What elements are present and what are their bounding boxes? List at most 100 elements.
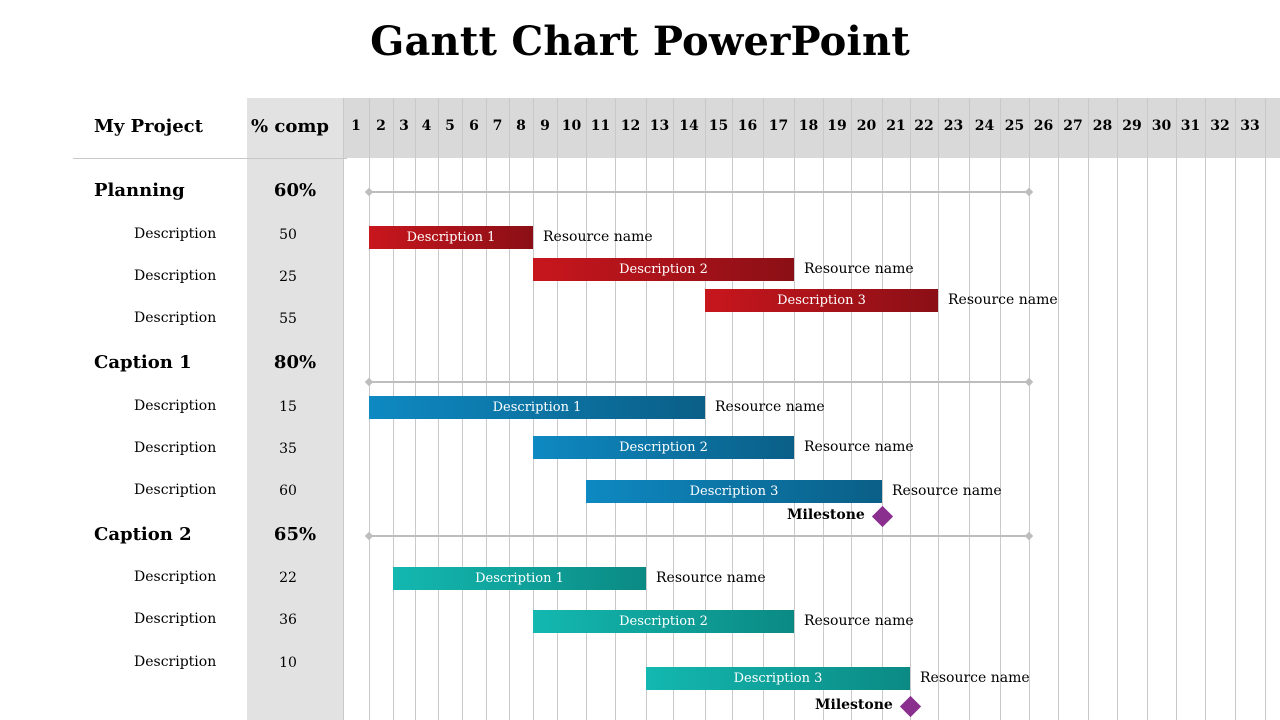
task-bar[interactable]: Description 3 xyxy=(646,667,910,690)
day-number: 17 xyxy=(768,118,789,134)
day-number: 4 xyxy=(421,118,432,134)
section-percent: 80% xyxy=(273,352,317,373)
day-number: 1 xyxy=(351,118,361,134)
timeline-header-band xyxy=(343,98,1280,158)
grid-line xyxy=(1058,98,1059,720)
task-description: Description xyxy=(134,440,217,456)
page-title: Gantt Chart PowerPoint xyxy=(370,18,910,65)
task-percent: 25 xyxy=(279,269,297,285)
task-bar[interactable]: Description 1 xyxy=(369,396,705,419)
day-number: 5 xyxy=(445,118,455,134)
grid-line xyxy=(823,98,824,720)
task-bar[interactable]: Description 2 xyxy=(533,258,794,281)
day-number: 3 xyxy=(399,118,409,134)
milestone-label: Milestone xyxy=(815,697,893,713)
task-description: Description xyxy=(134,398,217,414)
day-number: 26 xyxy=(1033,118,1054,134)
percent-column-band xyxy=(247,98,343,720)
grid-line xyxy=(1265,98,1266,720)
task-percent: 22 xyxy=(279,570,297,586)
day-number: 32 xyxy=(1210,118,1230,134)
task-percent: 50 xyxy=(279,227,297,243)
section-title: Caption 1 xyxy=(94,352,192,373)
task-description: Description xyxy=(134,310,217,326)
section-percent: 60% xyxy=(273,180,317,201)
grid-line xyxy=(732,98,733,720)
day-number: 19 xyxy=(827,118,847,134)
header-divider xyxy=(73,158,347,159)
task-percent: 10 xyxy=(279,655,297,671)
task-percent: 15 xyxy=(279,399,297,415)
day-number: 27 xyxy=(1063,118,1083,134)
task-description: Description xyxy=(134,569,217,585)
day-number: 29 xyxy=(1122,118,1142,134)
milestone-diamond-icon xyxy=(871,505,894,528)
resource-name: Resource name xyxy=(804,613,914,629)
summary-endpoint xyxy=(364,531,374,541)
task-bar[interactable]: Description 3 xyxy=(586,480,882,503)
task-description: Description xyxy=(134,654,217,670)
task-description: Description xyxy=(134,611,217,627)
day-number: 33 xyxy=(1240,118,1260,134)
grid-line xyxy=(1205,98,1206,720)
resource-name: Resource name xyxy=(920,670,1030,686)
day-number: 18 xyxy=(798,118,819,134)
resource-name: Resource name xyxy=(804,439,914,455)
task-bar[interactable]: Description 2 xyxy=(533,610,794,633)
grid-line xyxy=(1088,98,1089,720)
resource-name: Resource name xyxy=(892,483,1002,499)
task-bar[interactable]: Description 3 xyxy=(705,289,938,312)
resource-name: Resource name xyxy=(948,292,1058,308)
grid-line xyxy=(343,98,344,720)
grid-line xyxy=(1176,98,1177,720)
day-number: 25 xyxy=(1004,118,1025,134)
summary-endpoint xyxy=(1024,531,1034,541)
summary-endpoint xyxy=(364,377,374,387)
grid-line xyxy=(1117,98,1118,720)
grid-line xyxy=(851,98,852,720)
project-column-header: My Project xyxy=(94,116,203,137)
resource-name: Resource name xyxy=(543,229,653,245)
day-number: 23 xyxy=(943,118,964,134)
day-number: 6 xyxy=(469,118,479,134)
day-number: 30 xyxy=(1151,118,1172,134)
task-percent: 35 xyxy=(279,441,297,457)
grid-line xyxy=(1235,98,1236,720)
day-number: 15 xyxy=(708,118,729,134)
grid-line xyxy=(938,98,939,720)
milestone-diamond-icon xyxy=(899,695,922,718)
resource-name: Resource name xyxy=(656,570,766,586)
task-description: Description xyxy=(134,226,217,242)
day-number: 21 xyxy=(886,118,906,134)
task-percent: 55 xyxy=(279,311,297,327)
task-description: Description xyxy=(134,268,217,284)
grid-line xyxy=(1029,98,1030,720)
grid-line xyxy=(794,98,795,720)
day-number: 8 xyxy=(516,118,526,134)
section-title: Planning xyxy=(94,180,185,201)
grid-line xyxy=(705,98,706,720)
summary-endpoint xyxy=(1024,377,1034,387)
summary-line xyxy=(369,381,1029,383)
grid-line xyxy=(910,98,911,720)
day-number: 12 xyxy=(620,118,641,134)
day-number: 31 xyxy=(1180,118,1201,134)
grid-line xyxy=(763,98,764,720)
day-number: 7 xyxy=(492,118,503,134)
resource-name: Resource name xyxy=(804,261,914,277)
day-number: 14 xyxy=(679,118,699,134)
day-number: 10 xyxy=(561,118,582,134)
task-bar[interactable]: Description 1 xyxy=(393,567,646,590)
task-bar[interactable]: Description 1 xyxy=(369,226,533,249)
milestone-label: Milestone xyxy=(787,507,865,523)
day-number: 22 xyxy=(914,118,934,134)
day-number: 16 xyxy=(737,118,758,134)
summary-line xyxy=(369,535,1029,537)
task-description: Description xyxy=(134,482,217,498)
resource-name: Resource name xyxy=(715,399,825,415)
grid-line xyxy=(1000,98,1001,720)
day-number: 24 xyxy=(974,118,995,134)
task-percent: 60 xyxy=(279,483,297,499)
day-number: 20 xyxy=(856,118,877,134)
task-bar[interactable]: Description 2 xyxy=(533,436,794,459)
